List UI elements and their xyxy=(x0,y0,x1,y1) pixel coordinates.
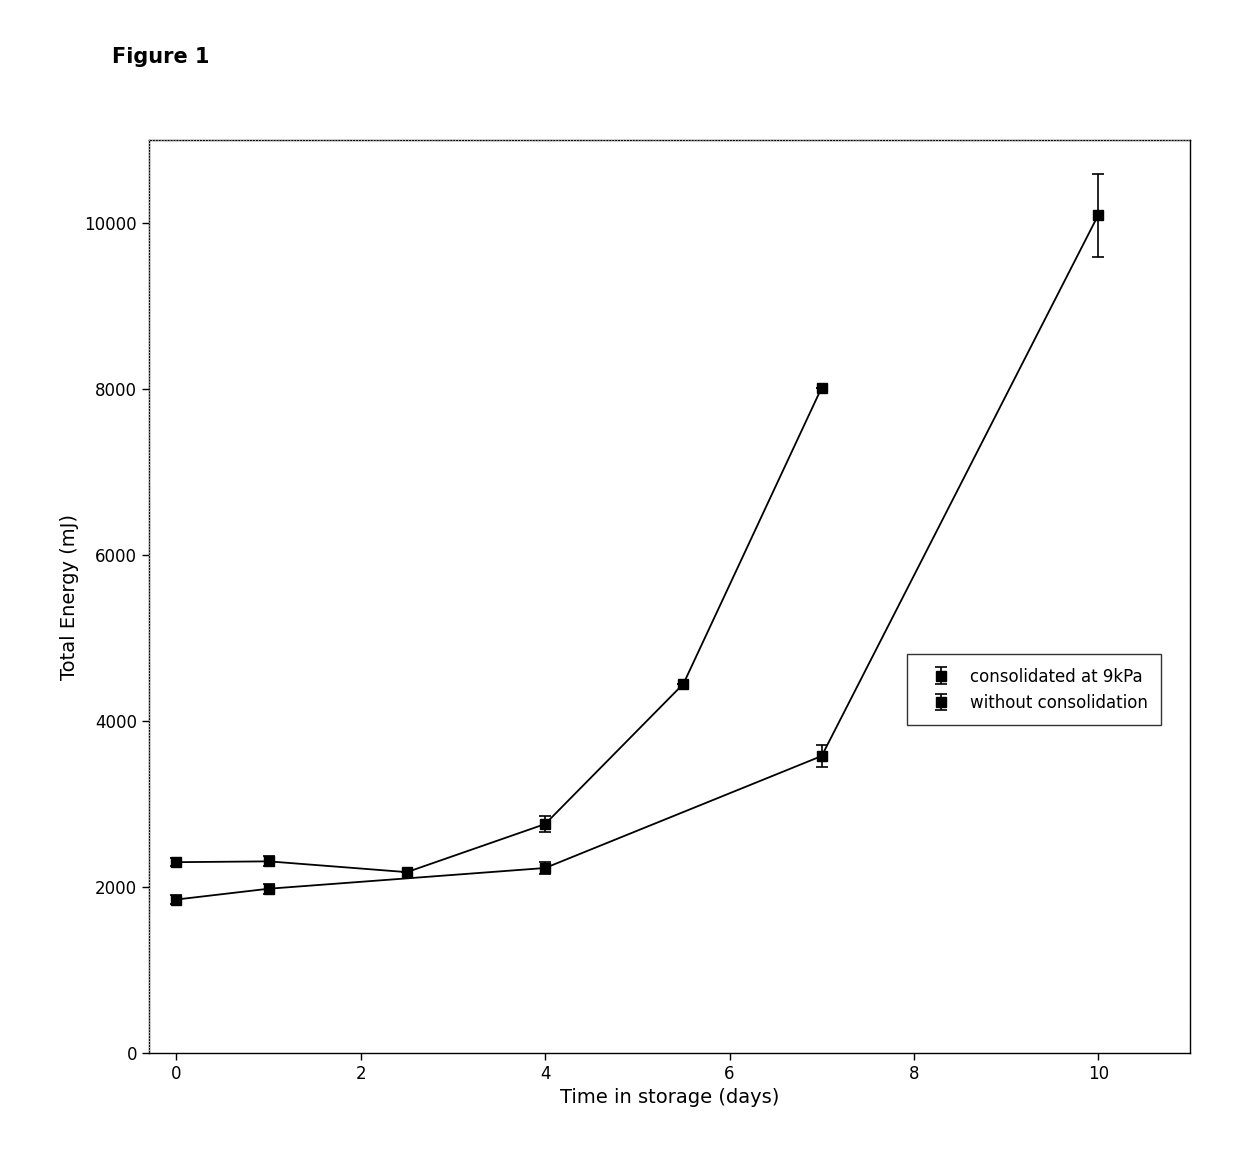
X-axis label: Time in storage (days): Time in storage (days) xyxy=(560,1088,779,1107)
Y-axis label: Total Energy (mJ): Total Energy (mJ) xyxy=(60,514,79,680)
Legend: consolidated at 9kPa, without consolidation: consolidated at 9kPa, without consolidat… xyxy=(906,654,1161,725)
Text: Figure 1: Figure 1 xyxy=(112,47,210,67)
